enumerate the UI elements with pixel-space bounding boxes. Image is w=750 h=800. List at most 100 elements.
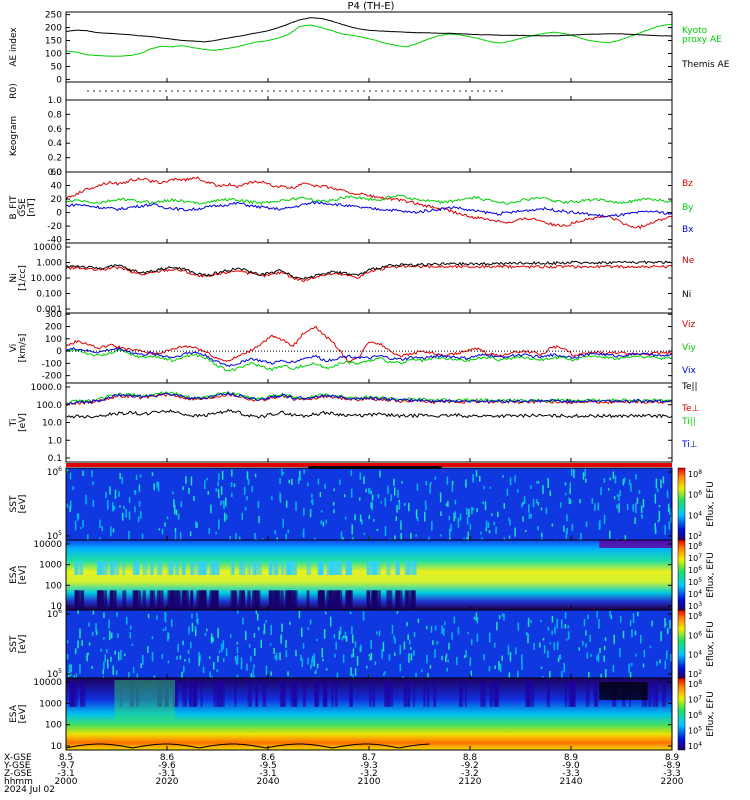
- panel-7-pixel: [257, 500, 260, 509]
- panel-1-point: [153, 90, 155, 92]
- panel-9-pixel: [136, 673, 139, 680]
- panel-7-colorbar: [677, 467, 686, 541]
- panel-1-point: [117, 90, 119, 92]
- panel-5-series-vix: [65, 346, 673, 368]
- panel-8-pixel: [293, 590, 296, 610]
- xaxis-row-label: 2024 Jul 02: [4, 785, 55, 795]
- panel-9-pixel: [585, 630, 587, 636]
- panel-8-ylabel-line: [eV]: [18, 566, 28, 585]
- panel-8-pixel: [100, 590, 105, 610]
- panel-9-pixel: [651, 620, 653, 627]
- xaxis-tick-z: -3.2: [461, 769, 479, 779]
- panel-1-point: [171, 90, 173, 92]
- panel-7-pixel: [69, 472, 72, 480]
- panel-9-pixel: [300, 654, 302, 661]
- panel-8-pixel: [75, 561, 80, 575]
- panel-9-pixel: [336, 672, 339, 681]
- xaxis-tick-y: -8.9: [663, 761, 681, 771]
- panel-7-pixel: [466, 507, 468, 516]
- xaxis-tick-z: -3.1: [57, 769, 75, 779]
- xaxis-tick-z: -3.1: [259, 769, 277, 779]
- panel-8-pixel: [176, 590, 181, 610]
- panel-9-pixel: [242, 617, 244, 625]
- panel-8-pixel: [133, 561, 139, 575]
- panel-7-pixel: [379, 470, 381, 478]
- panel-4-legend-ne: Ne: [682, 256, 695, 266]
- panel-9-pixel: [622, 630, 625, 639]
- panel-7-pixel: [246, 496, 248, 501]
- panel-9-pixel: [656, 661, 658, 666]
- panel-9-pixel: [235, 658, 238, 665]
- panel-7-pixel: [616, 504, 618, 509]
- panel-7-pixel: [208, 527, 210, 534]
- panel-7-pixel: [403, 503, 406, 506]
- panel-8-pixel: [97, 561, 101, 575]
- panel-2-ytick-label: 0.0: [48, 168, 63, 178]
- xaxis-tick-t: 2040: [257, 777, 280, 787]
- panel-7-pixel: [493, 521, 496, 526]
- panel-8-pixel: [176, 561, 180, 575]
- panel-7-pixel: [594, 503, 596, 511]
- panel-7-pixel: [563, 525, 565, 532]
- panel-9-pixel: [507, 645, 510, 655]
- xaxis-tick-y: -9.5: [259, 761, 277, 771]
- panel-9-pixel: [384, 671, 386, 674]
- panel-7-pixel: [368, 488, 371, 492]
- panel-9-pixel: [426, 654, 428, 664]
- panel-9-pixel: [549, 670, 551, 681]
- panel-6-legend-te-: Te||: [681, 382, 698, 392]
- panel-9-pixel: [289, 621, 291, 625]
- panel-9-pixel: [551, 630, 553, 635]
- panel-9-pixel: [434, 649, 436, 658]
- panel-7-colorbar-tick: 104: [688, 510, 702, 520]
- xaxis-tick-x: 8.6: [261, 753, 276, 763]
- panel-10-pixel: [189, 681, 191, 707]
- panel-9-pixel: [132, 666, 135, 674]
- panel-10-pixel: [262, 681, 267, 707]
- panel-7-pixel: [449, 537, 451, 541]
- panel-6-legend-te-: Te⊥: [681, 404, 700, 414]
- panel-7-pixel: [479, 475, 481, 482]
- panel-9-pixel: [527, 617, 530, 627]
- panel-7-pixel: [400, 532, 402, 540]
- panel-4-series-ni: [65, 260, 673, 280]
- panel-7-pixel: [134, 506, 136, 513]
- panel-1-point: [297, 90, 299, 92]
- panel-7-pixel: [666, 490, 669, 498]
- panel-7-pixel: [310, 499, 313, 504]
- panel-8-pixel: [156, 561, 161, 575]
- panel-9-pixel: [128, 671, 130, 679]
- panel-10-pixel: [426, 681, 430, 707]
- panel-1-point: [453, 90, 455, 92]
- panel-7-pixel: [623, 477, 626, 484]
- xaxis-tick-t: 2000: [55, 777, 78, 787]
- panel-7-pixel: [579, 499, 581, 504]
- panel-1-point: [327, 90, 329, 92]
- panel-9-pixel: [87, 652, 89, 656]
- panel-7-pixel: [303, 469, 305, 475]
- panel-4-ytick-label: 10.000: [31, 274, 63, 284]
- panel-7-pixel: [393, 478, 395, 486]
- panel-7-pixel: [112, 528, 115, 533]
- panel-7-pixel: [626, 503, 629, 510]
- panel-7-pixel: [110, 526, 112, 537]
- panel-8-colorbar-tick: 103: [688, 601, 702, 611]
- panel-7-pixel: [121, 477, 124, 484]
- panel-10-colorbar-tick: 107: [688, 695, 702, 705]
- panel-10-colorbar-tick: 108: [688, 679, 702, 689]
- panel-7-pixel: [233, 483, 236, 487]
- panel-9-pixel: [244, 632, 247, 641]
- panel-2-ytick-label: 0.6: [48, 125, 63, 135]
- panel-9-pixel: [302, 643, 305, 649]
- panel-7-pixel: [138, 484, 141, 492]
- panel-8-ytick-label: 100: [45, 581, 62, 591]
- panel-8-pixel: [167, 561, 171, 575]
- panel-7-pixel: [469, 524, 472, 530]
- panel-8-pixel: [189, 561, 193, 575]
- panel-9-pixel: [177, 643, 179, 652]
- panel-7-pixel: [571, 523, 574, 531]
- panel-7-pixel: [569, 482, 572, 489]
- panel-9-pixel: [603, 655, 605, 662]
- panel-7-colorbar-tick: 108: [688, 469, 702, 479]
- panel-9-pixel: [263, 623, 266, 634]
